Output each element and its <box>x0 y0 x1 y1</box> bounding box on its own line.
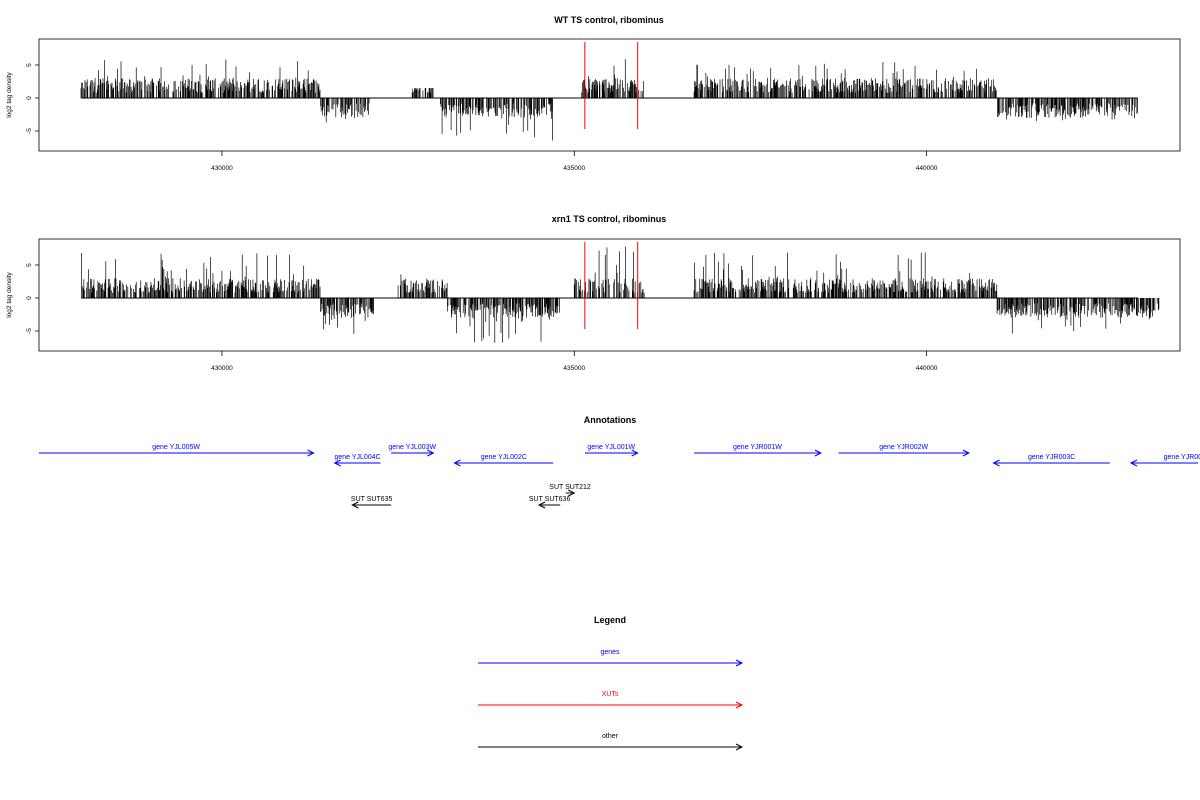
x-tick-label: 440000 <box>916 165 938 172</box>
annotation-arrow-head <box>427 449 435 457</box>
annotation-label: SUT SUT212 <box>549 484 591 491</box>
annotation-arrow-head <box>1129 459 1138 467</box>
y-tick-label: -5 <box>26 328 33 334</box>
x-tick-label: 435000 <box>563 165 585 172</box>
y-tick-label: 0 <box>26 296 33 300</box>
annotation-label: gene YJL005W <box>152 444 200 451</box>
annotation-arrow-head <box>962 449 970 457</box>
annotation-label: gene YJR002W <box>879 444 928 451</box>
annotation-arrow-head <box>631 449 639 457</box>
xrn1-panel-title: xrn1 TS control, ribominus <box>552 214 667 224</box>
legend-title: Legend <box>594 615 626 625</box>
wt-plot-frame <box>38 38 1181 152</box>
legend-arrow-head <box>735 743 744 751</box>
annotation-label: SUT SUT636 <box>529 496 571 503</box>
legend-arrow-head <box>735 659 744 667</box>
wt-y-axis-label: log2 tag density <box>6 71 13 117</box>
y-tick-label: -5 <box>26 128 33 134</box>
annotation-label: SUT SUT635 <box>351 496 393 503</box>
legend-label: XUTs <box>602 691 619 698</box>
x-tick-label: 430000 <box>211 165 233 172</box>
xrn1-panel: xrn1 TS control, ribominus log2 tag dens… <box>6 214 1181 372</box>
wt-bars <box>80 42 1138 141</box>
annotation-arrow-head <box>307 449 315 457</box>
annotation-label: gene YJL003W <box>388 444 436 451</box>
annotation-label: gene YJL001W <box>587 444 635 451</box>
y-tick-label: 5 <box>26 63 33 67</box>
annotation-items: gene YJL005W gene YJL004C gene YJL003W gene… <box>39 444 1200 509</box>
xrn1-plot-frame <box>38 238 1181 352</box>
y-tick-label: 5 <box>26 263 33 267</box>
wt-panel-title: WT TS control, ribominus <box>554 15 664 25</box>
wt-x-ticks: 430000 435000 440000 <box>211 151 938 172</box>
wt-y-ticks: 5 0 -5 <box>26 63 39 134</box>
x-tick-label: 435000 <box>563 365 585 372</box>
legend-items: genes XUTs other <box>478 649 744 751</box>
legend-label: other <box>602 733 619 740</box>
annotation-arrow-head <box>537 501 546 509</box>
annotation-arrow-head <box>351 501 359 509</box>
annotation-arrow-head <box>568 489 576 497</box>
annotation-label: gene YJR001W <box>733 444 782 451</box>
y-tick-label: 0 <box>26 96 33 100</box>
annotation-arrow-head <box>453 459 461 467</box>
legend-label: genes <box>600 649 620 656</box>
xrn1-y-axis-label: log2 tag density <box>6 271 13 317</box>
annotation-arrow-head <box>814 449 823 457</box>
legend-arrow-head <box>735 701 744 709</box>
x-tick-label: 440000 <box>916 365 938 372</box>
annotation-label: gene YJL002C <box>481 454 527 461</box>
xrn1-bars <box>81 242 1160 343</box>
wt-panel: WT TS control, ribominus log2 tag densit… <box>6 15 1181 172</box>
x-tick-label: 430000 <box>211 365 233 372</box>
annotation-label: gene YJR003C <box>1028 454 1075 461</box>
annotation-arrow-head <box>333 459 341 467</box>
xrn1-x-ticks: 430000 435000 440000 <box>211 351 938 372</box>
annotation-label: gene YJL004C <box>334 454 380 461</box>
legend: Legend genes XUTs other <box>478 615 744 751</box>
annotation-arrow-head <box>992 459 1000 467</box>
annotations-title: Annotations <box>584 415 637 425</box>
xrn1-y-ticks: 5 0 -5 <box>26 263 39 334</box>
annotation-label: gene YJR004C <box>1164 454 1200 461</box>
